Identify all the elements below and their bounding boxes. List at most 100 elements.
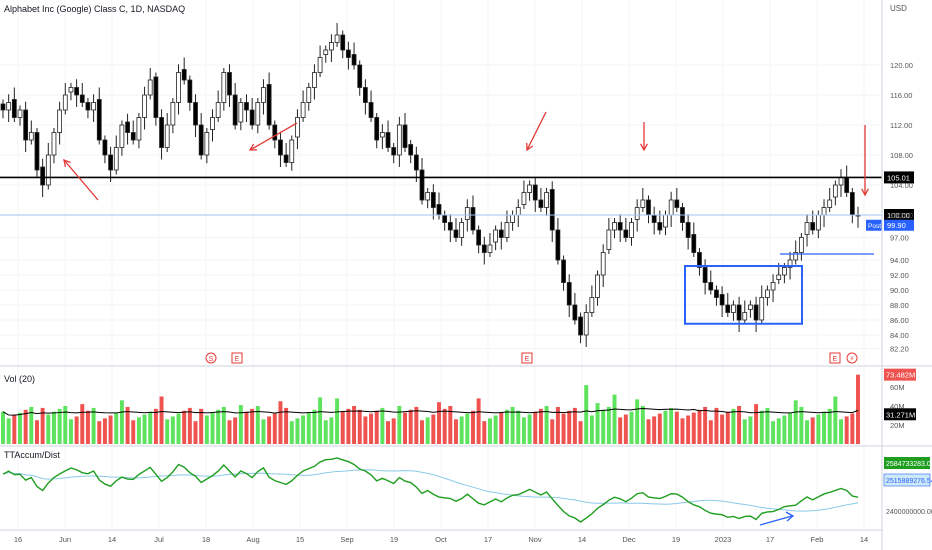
volume-bar	[261, 419, 266, 444]
candle-body	[425, 192, 431, 201]
support-label: 105.01	[887, 173, 910, 182]
volume-bar	[369, 413, 374, 444]
volume-bar	[652, 416, 657, 444]
candle-body	[0, 103, 6, 111]
volume-bar	[306, 412, 311, 444]
candle-body	[719, 294, 725, 306]
volume-bar	[782, 415, 787, 444]
candle-body	[159, 117, 164, 148]
volume-bar	[572, 407, 577, 444]
volume-bar	[114, 412, 119, 444]
candle-body	[748, 304, 753, 310]
volume-bar	[102, 418, 107, 444]
candle-body	[827, 199, 833, 208]
time-tick-label: 19	[390, 535, 398, 544]
candle-body	[555, 229, 561, 261]
volume-bar	[91, 407, 96, 444]
candles	[0, 23, 861, 347]
candle-body	[691, 234, 697, 253]
post-tag: Post	[868, 223, 881, 230]
candle-body	[278, 139, 283, 156]
candle-body	[204, 132, 210, 156]
arrow-annotation	[526, 111, 547, 151]
volume-bar	[170, 416, 175, 444]
volume-bar	[635, 399, 640, 444]
volume-bar	[391, 418, 396, 444]
candle-body	[668, 199, 674, 216]
volume-bar	[856, 374, 860, 444]
candle-body	[600, 252, 606, 276]
candle-body	[272, 124, 278, 141]
candle-body	[198, 124, 204, 156]
candle-body	[498, 229, 504, 238]
volume-bar	[312, 409, 317, 444]
volume-bar	[46, 414, 51, 444]
candle-body	[96, 99, 102, 141]
indicator-arrow	[759, 515, 793, 526]
time-tick-label: 16	[14, 535, 22, 544]
volume-bar	[516, 410, 521, 444]
volume-bar	[255, 406, 260, 444]
candle-body	[510, 214, 515, 223]
volume-bar	[521, 417, 526, 444]
volume-bar	[754, 404, 759, 444]
volume-bar	[210, 412, 215, 444]
candle-body	[238, 102, 244, 123]
volume-bar	[68, 419, 73, 444]
candle-body	[91, 102, 96, 111]
volume-bar	[646, 419, 651, 444]
candle-body	[493, 229, 498, 243]
support-label-bg	[884, 171, 914, 184]
candle-body	[849, 192, 855, 216]
volume-bar	[437, 402, 441, 444]
price-tick-label: 94.00	[890, 256, 909, 265]
candle-body	[402, 124, 408, 148]
volume-bar	[703, 406, 708, 444]
post-label-bg	[884, 219, 914, 231]
volume-bar	[680, 418, 685, 444]
event-marker	[205, 352, 217, 364]
volume-bar	[267, 416, 272, 444]
candle-body	[176, 72, 181, 103]
volume-bar	[431, 414, 436, 444]
candle-body	[663, 214, 668, 228]
volume-bar	[448, 406, 453, 444]
time-tick-label: 18	[202, 535, 210, 544]
volume-bar	[182, 410, 187, 444]
candle-body	[436, 204, 442, 216]
volume-bar	[742, 419, 747, 444]
candle-body	[838, 177, 844, 186]
candle-body	[51, 132, 57, 156]
price-tick-label: 90.00	[890, 286, 909, 295]
volume-bar	[119, 400, 124, 444]
accum-label-bg	[884, 457, 930, 469]
price-tick-label: 97.00	[890, 234, 909, 243]
volume-bar	[40, 407, 45, 444]
volume-bar	[363, 416, 368, 444]
price-tick-label: 112.00	[890, 121, 912, 130]
volume-bar	[555, 406, 560, 444]
accum-ma-line	[2, 469, 859, 512]
volume-bar	[193, 421, 198, 444]
annotations	[63, 111, 869, 526]
accum-label: 2584733283.00	[886, 461, 932, 468]
volume-bar	[561, 413, 566, 444]
volume-bar	[227, 420, 232, 444]
volume-bar	[720, 414, 725, 444]
indicator-tick-label: 2400000000.00	[886, 509, 932, 516]
volume-bar	[12, 415, 17, 444]
candle-body	[164, 124, 170, 148]
time-tick-label: 17	[766, 535, 774, 544]
volume-bar	[499, 412, 504, 444]
volume-bar	[663, 410, 668, 444]
volume-bar	[51, 411, 56, 444]
candle-body	[629, 222, 634, 238]
candle-body	[368, 102, 374, 118]
candle-body	[351, 54, 357, 66]
candle-body	[815, 214, 821, 231]
price-label: 100.00	[887, 211, 910, 220]
currency-label: USD	[890, 4, 907, 13]
volume-bar	[465, 413, 470, 444]
volume-bar	[765, 407, 770, 444]
volume-bar	[80, 404, 85, 444]
